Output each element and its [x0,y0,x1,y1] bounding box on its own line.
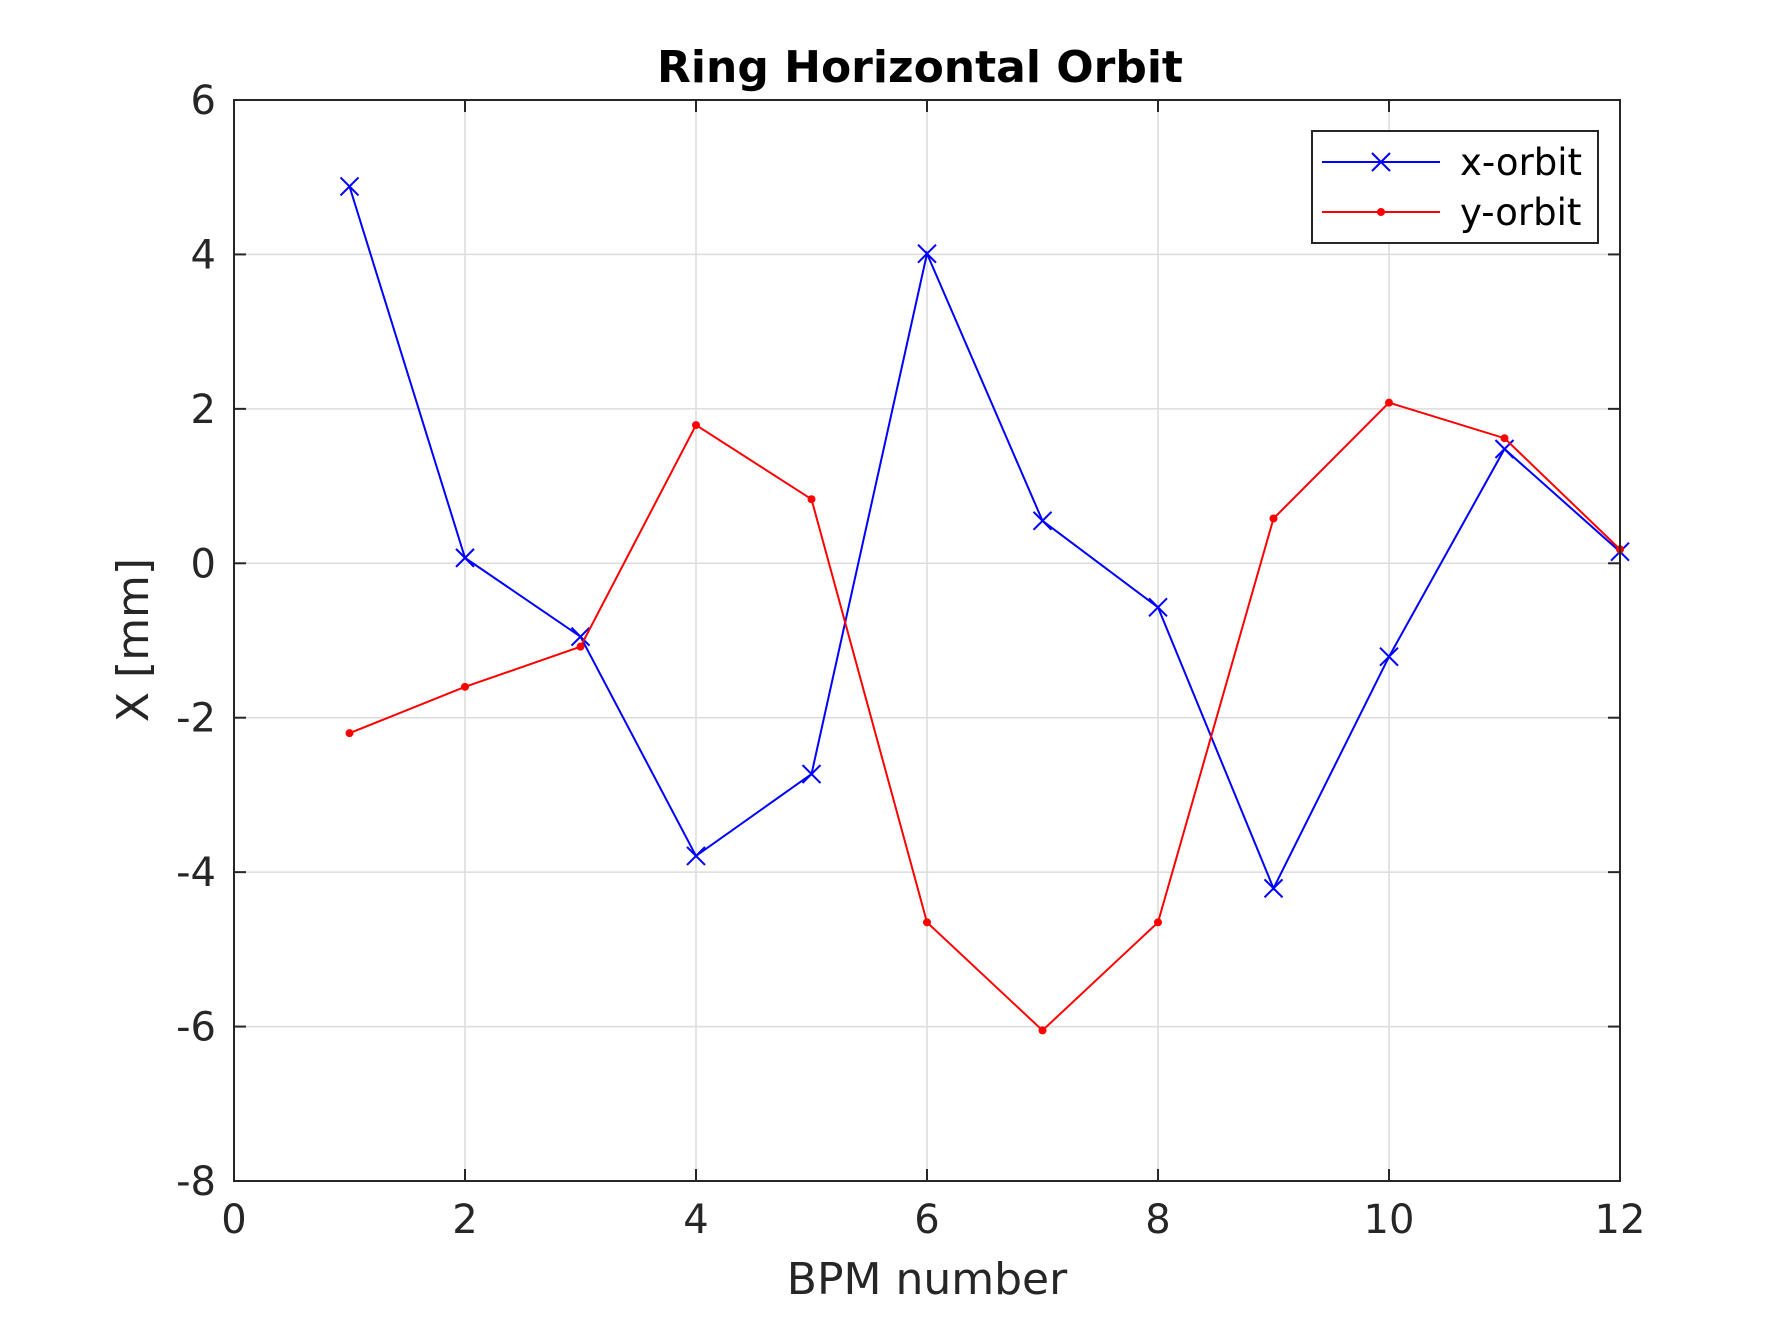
chart-title: Ring Horizontal Orbit [657,42,1183,93]
data-point-x-orbit-stroke-b [917,243,937,264]
data-point-x-orbit [570,626,591,647]
legend-label-y-orbit: y-orbit [1460,191,1581,234]
data-point-x-orbit-stroke-b [570,626,591,647]
legend-marker-x-orbit-stroke-b [1371,152,1391,172]
axis-ticks: 0 2 4 6 8 10 12 -8 -6 -4 -2 0 2 4 6 [176,78,1645,1243]
y-tick-label: 6 [191,78,216,124]
y-axis-label: X [mm] [108,558,159,722]
legend-box [1311,130,1599,244]
data-point-x-orbit-stroke-b [455,548,475,568]
y-tick-label: -6 [176,1005,216,1051]
data-point-x-orbit-stroke-b [339,176,360,197]
plot-series [339,176,1630,1035]
data-point-x-orbit [801,764,822,784]
legend-entry-x-orbit: x-orbit [1322,141,1582,184]
data-point-y-orbit [576,642,585,651]
data-point-y-orbit [1038,1026,1047,1035]
data-point-x-orbit-stroke-b [686,846,706,866]
legend-entry-y-orbit: y-orbit [1322,191,1581,234]
data-point-y-orbit [1269,514,1278,523]
data-point-x-orbit-stroke-b [1032,511,1053,531]
x-tick-label: 0 [221,1197,246,1243]
data-point-x-orbit [1032,511,1053,531]
data-point-x-orbit [686,846,706,866]
data-point-x-orbit [339,176,360,197]
series-y-orbit [345,398,1624,1035]
x-tick-label: 10 [1364,1197,1415,1243]
y-tick-label: 2 [191,387,216,433]
data-point-y-orbit [345,729,354,738]
data-point-y-orbit [923,918,931,927]
legend-marker-x-orbit [1371,152,1391,172]
data-point-x-orbit [1148,597,1168,618]
y-tick-label: 0 [191,541,216,587]
data-point-x-orbit-stroke-b [1263,878,1284,899]
data-point-y-orbit [807,495,816,504]
data-point-y-orbit [692,421,700,430]
legend-label-x-orbit: x-orbit [1460,141,1582,184]
data-point-y-orbit [1500,434,1509,443]
series-line-x-orbit [348,186,1621,891]
x-tick-label: 2 [452,1197,477,1243]
data-point-y-orbit [1385,398,1393,407]
legend-marker-y-orbit [1377,208,1385,216]
data-point-x-orbit-stroke-b [1148,597,1168,618]
data-point-x-orbit [1263,878,1284,899]
y-tick-label: 4 [191,232,216,278]
y-tick-label: -8 [176,1159,216,1205]
data-point-y-orbit [1154,918,1162,927]
x-axis-label: BPM number [787,1254,1068,1305]
x-tick-label: 4 [683,1197,708,1243]
data-point-x-orbit [917,243,937,264]
y-tick-label: -2 [176,696,216,742]
data-point-x-orbit [455,548,475,568]
data-point-x-orbit-stroke-b [801,764,822,784]
x-tick-label: 8 [1145,1197,1170,1243]
data-point-x-orbit [1379,647,1399,667]
data-point-x-orbit-stroke-b [1379,647,1399,667]
data-point-y-orbit [461,682,469,691]
series-line-y-orbit [349,401,1621,1032]
y-tick-label: -4 [176,850,216,896]
x-tick-label: 12 [1595,1197,1646,1243]
x-tick-label: 6 [914,1197,939,1243]
legend: x-orbit y-orbit [1311,130,1599,244]
